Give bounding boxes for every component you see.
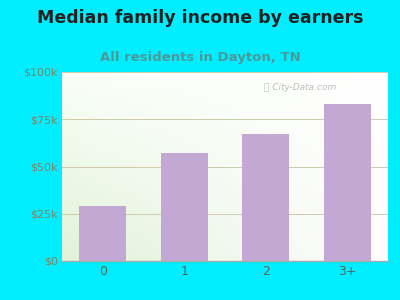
Bar: [161, 153, 208, 261]
Text: ⓘ City-Data.com: ⓘ City-Data.com: [264, 83, 336, 92]
Text: Median family income by earners: Median family income by earners: [37, 9, 363, 27]
Bar: [79, 206, 126, 261]
Bar: [242, 134, 289, 261]
Text: All residents in Dayton, TN: All residents in Dayton, TN: [100, 51, 300, 64]
Bar: [324, 104, 371, 261]
